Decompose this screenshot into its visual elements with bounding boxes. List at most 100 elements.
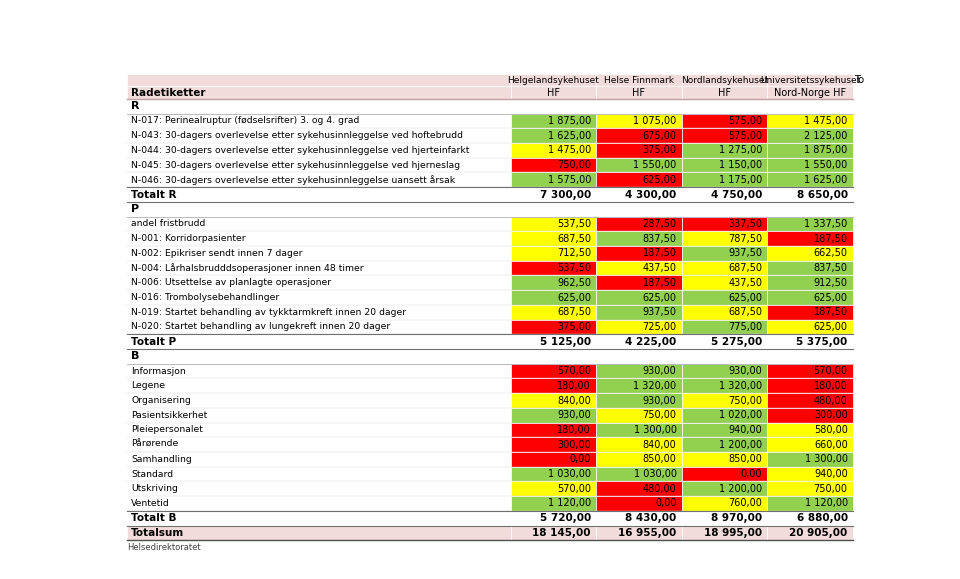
Text: 1 120,00: 1 120,00 [548, 499, 591, 508]
Text: 570,00: 570,00 [557, 366, 591, 376]
Bar [128, 157, 511, 173]
Bar [596, 232, 682, 246]
Text: 725,00: 725,00 [642, 322, 677, 332]
Text: 180,00: 180,00 [814, 381, 848, 391]
Bar [596, 496, 682, 511]
Bar [511, 437, 596, 452]
Bar [596, 334, 682, 349]
Text: 1 030,00: 1 030,00 [548, 469, 591, 479]
Text: 712,50: 712,50 [557, 248, 591, 258]
Bar [128, 86, 511, 99]
Text: 1 337,50: 1 337,50 [804, 219, 848, 229]
Text: 300,00: 300,00 [814, 410, 848, 420]
Bar [767, 408, 852, 423]
Bar [596, 74, 682, 86]
Bar [682, 261, 767, 276]
Text: 570,00: 570,00 [557, 484, 591, 494]
Text: 375,00: 375,00 [557, 322, 591, 332]
Text: N-045: 30-dagers overlevelse etter sykehusinnleggelse ved hjerneslag: N-045: 30-dagers overlevelse etter sykeh… [132, 160, 460, 170]
Bar [128, 113, 511, 129]
Bar [596, 290, 682, 305]
Bar [682, 379, 767, 393]
Text: N-017: Perinealruptur (fødselsrifter) 3. og 4. grad: N-017: Perinealruptur (fødselsrifter) 3.… [132, 116, 360, 126]
Bar [511, 129, 596, 143]
Text: Nordlandsykehuset: Nordlandsykehuset [681, 76, 768, 85]
Bar [128, 276, 511, 290]
Bar [767, 467, 852, 481]
Text: 660,00: 660,00 [814, 439, 848, 450]
Text: 8 430,00: 8 430,00 [625, 513, 677, 523]
Text: 625,00: 625,00 [642, 175, 677, 185]
Bar [511, 526, 596, 540]
Bar [767, 437, 852, 452]
Text: 480,00: 480,00 [643, 484, 677, 494]
Text: 5 375,00: 5 375,00 [797, 336, 848, 347]
Text: 837,50: 837,50 [814, 263, 848, 273]
Text: 580,00: 580,00 [814, 425, 848, 435]
Bar [682, 246, 767, 261]
Text: To: To [854, 75, 864, 85]
Bar [511, 74, 596, 86]
Text: 5 275,00: 5 275,00 [710, 336, 762, 347]
Bar [682, 86, 767, 99]
Bar [511, 393, 596, 408]
Text: Radetiketter: Radetiketter [132, 87, 205, 98]
Text: 750,00: 750,00 [557, 160, 591, 170]
Bar [682, 423, 767, 437]
Text: 760,00: 760,00 [729, 499, 762, 508]
Bar [511, 246, 596, 261]
Bar [511, 143, 596, 157]
Text: 937,50: 937,50 [728, 248, 762, 258]
Bar [682, 481, 767, 496]
Bar [767, 364, 852, 379]
Bar [596, 173, 682, 187]
Bar [767, 320, 852, 334]
Text: Totalt P: Totalt P [132, 336, 177, 347]
Text: Standard: Standard [132, 470, 174, 479]
Text: 18 145,00: 18 145,00 [533, 528, 591, 538]
Bar [128, 437, 511, 452]
Text: Pårørende: Pårørende [132, 440, 179, 449]
Text: 1 320,00: 1 320,00 [719, 381, 762, 391]
Bar [682, 173, 767, 187]
Bar [596, 143, 682, 157]
Text: 5 720,00: 5 720,00 [540, 513, 591, 523]
Text: 180,00: 180,00 [557, 425, 591, 435]
Bar [596, 408, 682, 423]
Bar [511, 173, 596, 187]
Text: Totalsum: Totalsum [132, 528, 184, 538]
Bar [682, 452, 767, 467]
Text: B: B [132, 351, 139, 361]
Text: N-006: Utsettelse av planlagte operasjoner: N-006: Utsettelse av planlagte operasjon… [132, 278, 331, 287]
Bar [128, 187, 511, 202]
Bar [767, 276, 852, 290]
Bar [682, 217, 767, 232]
Bar [767, 129, 852, 143]
Bar [767, 423, 852, 437]
Bar [767, 157, 852, 173]
Text: 940,00: 940,00 [814, 469, 848, 479]
Bar [682, 74, 767, 86]
Text: 570,00: 570,00 [814, 366, 848, 376]
Text: N-020: Startet behandling av lungekreft innen 20 dager: N-020: Startet behandling av lungekreft … [132, 323, 391, 331]
Text: 8 970,00: 8 970,00 [711, 513, 762, 523]
Text: Helse Finnmark: Helse Finnmark [604, 76, 674, 85]
Bar [128, 305, 511, 320]
Text: 1 150,00: 1 150,00 [719, 160, 762, 170]
Text: R: R [132, 101, 139, 111]
Text: Utskriving: Utskriving [132, 484, 178, 493]
Text: Helsedirektoratet: Helsedirektoratet [128, 543, 201, 552]
Bar [511, 320, 596, 334]
Text: 625,00: 625,00 [814, 292, 848, 302]
Text: 1 200,00: 1 200,00 [719, 484, 762, 494]
Text: 750,00: 750,00 [728, 395, 762, 405]
Bar [596, 467, 682, 481]
Text: 1 030,00: 1 030,00 [634, 469, 677, 479]
Bar [596, 393, 682, 408]
Text: Samhandling: Samhandling [132, 455, 192, 464]
Text: 0,00: 0,00 [569, 455, 591, 464]
Text: Ventetid: Ventetid [132, 499, 170, 508]
Text: 837,50: 837,50 [642, 234, 677, 244]
Text: N-019: Startet behandling av tykktarmkreft innen 20 dager: N-019: Startet behandling av tykktarmkre… [132, 307, 406, 317]
Bar [767, 496, 852, 511]
